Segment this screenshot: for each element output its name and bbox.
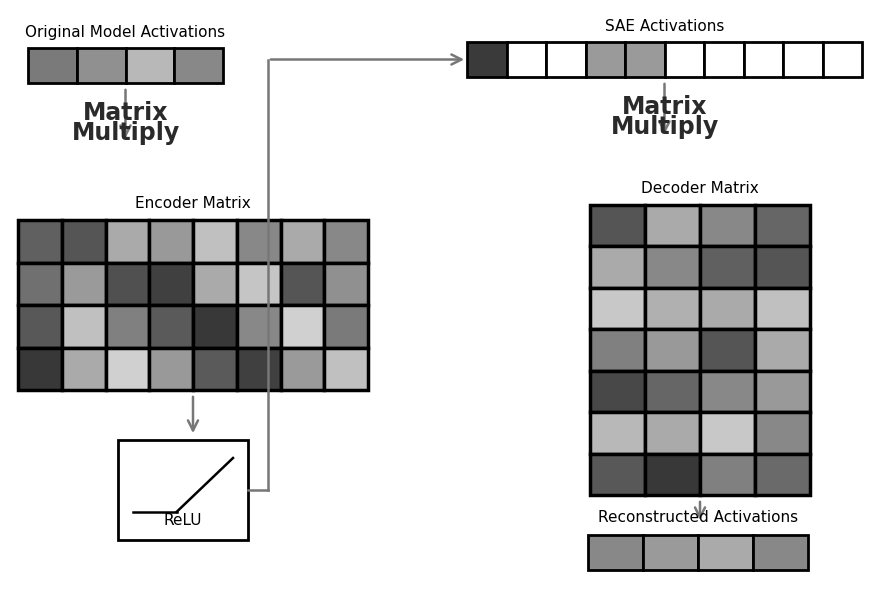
Bar [755,205,810,246]
Bar [590,371,645,412]
Text: Multiply: Multiply [610,115,718,139]
Text: Matrix: Matrix [622,95,707,119]
Text: SAE Activations: SAE Activations [605,19,725,34]
Bar [700,205,755,246]
Bar [28,48,76,83]
Bar [106,305,149,348]
Bar [755,329,810,371]
Bar [106,220,149,262]
Text: Multiply: Multiply [71,121,179,145]
Bar [698,535,753,570]
Bar [664,42,704,77]
Text: Reconstructed Activations: Reconstructed Activations [598,510,798,525]
Bar [645,205,700,246]
Bar [193,262,237,305]
Bar [118,440,248,540]
Bar [645,412,700,454]
Bar [822,42,862,77]
Text: Decoder Matrix: Decoder Matrix [641,181,759,196]
Bar [590,205,645,246]
Bar [193,305,237,348]
Bar [62,305,106,348]
Bar [546,42,585,77]
Bar [645,454,700,495]
Bar [281,262,324,305]
Text: Encoder Matrix: Encoder Matrix [135,196,251,211]
Bar [149,348,193,390]
Bar [645,329,700,371]
Text: ReLU: ReLU [163,513,202,528]
Bar [237,305,281,348]
Bar [743,42,783,77]
Bar [588,535,643,570]
Text: Original Model Activations: Original Model Activations [26,25,226,40]
Bar [62,348,106,390]
Bar [149,262,193,305]
Bar [193,348,237,390]
Bar [590,288,645,329]
Bar [645,371,700,412]
Bar [506,42,546,77]
Bar [700,412,755,454]
Bar [704,42,743,77]
Bar [590,454,645,495]
Bar [281,305,324,348]
Bar [18,262,62,305]
Bar [18,305,62,348]
Bar [755,246,810,288]
Bar [700,246,755,288]
Bar [755,371,810,412]
Bar [281,220,324,262]
Bar [193,220,237,262]
Bar [174,48,223,83]
Bar [783,42,822,77]
Bar [324,305,368,348]
Bar [324,220,368,262]
Bar [590,412,645,454]
Bar [753,535,808,570]
Bar [700,288,755,329]
Bar [755,454,810,495]
Bar [324,262,368,305]
Bar [149,305,193,348]
Bar [645,288,700,329]
Bar [324,348,368,390]
Bar [281,348,324,390]
Text: Matrix: Matrix [83,101,168,125]
Bar [237,220,281,262]
Bar [755,288,810,329]
Bar [590,329,645,371]
Bar [700,454,755,495]
Bar [643,535,698,570]
Bar [645,246,700,288]
Bar [106,262,149,305]
Bar [18,220,62,262]
Bar [625,42,664,77]
Bar [585,42,625,77]
Bar [76,48,125,83]
Bar [700,371,755,412]
Bar [590,246,645,288]
Bar [106,348,149,390]
Bar [700,329,755,371]
Bar [62,220,106,262]
Bar [237,262,281,305]
Bar [62,262,106,305]
Bar [149,220,193,262]
Bar [467,42,506,77]
Bar [755,412,810,454]
Bar [18,348,62,390]
Bar [125,48,174,83]
Bar [237,348,281,390]
